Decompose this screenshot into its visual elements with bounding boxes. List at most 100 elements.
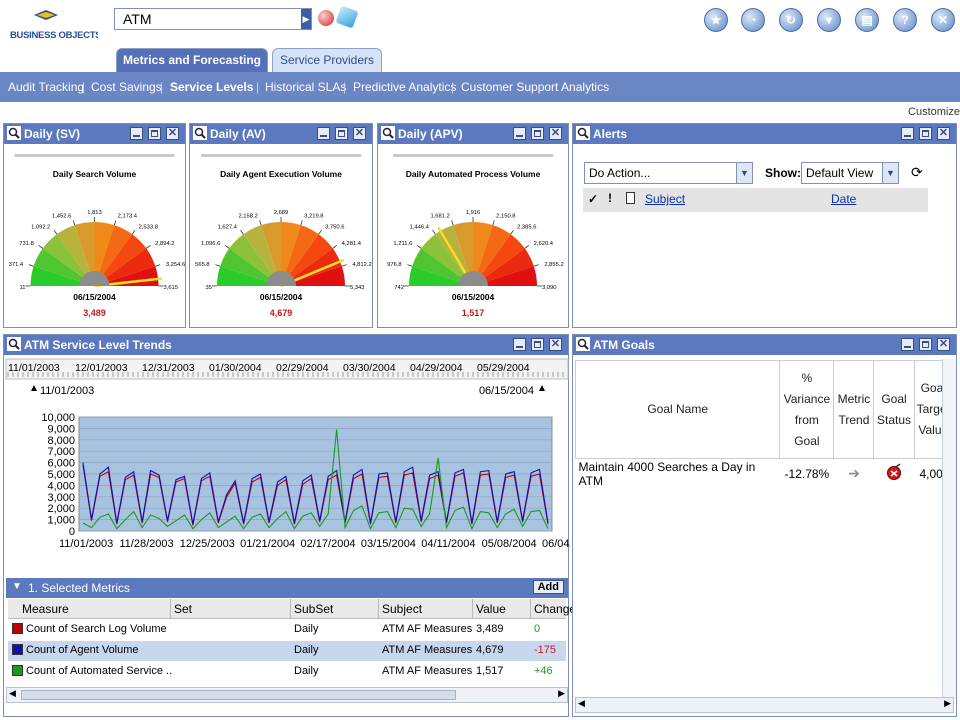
metric-row[interactable]: Count of Agent Volume Daily ATM AF Measure… <box>8 641 566 661</box>
date-column-link[interactable]: Date <box>831 192 857 206</box>
print-icon[interactable]: ▤ <box>855 8 879 32</box>
col-goal-name[interactable]: Goal Name <box>574 360 781 459</box>
x-tick-label: 05/08/2004 <box>482 538 537 550</box>
filter-icon[interactable]: ▾ <box>817 8 841 32</box>
magnifier-icon[interactable] <box>193 126 207 140</box>
gauge-title-bar: Daily (SV) ✕ <box>4 124 185 144</box>
refresh-icon[interactable]: ↻ <box>779 8 803 32</box>
metric-subset: Daily <box>294 623 319 635</box>
horizontal-scrollbar[interactable]: ◀ ▶ <box>6 687 568 703</box>
search-combo[interactable]: ATM ▶ <box>114 8 312 30</box>
minimize-icon[interactable] <box>130 127 143 140</box>
maximize-icon[interactable] <box>531 127 544 140</box>
scroll-left-icon[interactable]: ◀ <box>578 698 585 708</box>
column-divider <box>170 599 171 619</box>
metrics-col-measure[interactable]: Measure <box>22 602 69 616</box>
col-variance[interactable]: % Variance from Goal <box>779 360 835 459</box>
close-panel-icon[interactable]: ✕ <box>353 127 366 140</box>
help-icon[interactable]: ? <box>893 8 917 32</box>
vertical-scrollbar[interactable] <box>942 359 956 699</box>
x-tick-label: 11/28/2003 <box>119 538 173 550</box>
goals-title: ATM Goals <box>593 338 655 352</box>
magnifier-icon[interactable] <box>7 337 21 351</box>
y-tick-label: 10,000 <box>41 412 75 424</box>
maximize-icon[interactable] <box>919 338 932 351</box>
magnifier-icon[interactable] <box>381 126 395 140</box>
collapse-icon[interactable]: ▼ <box>12 581 22 592</box>
gauge-value: 4,679 <box>270 308 293 318</box>
tab-metrics-and-forecasting[interactable]: Metrics and Forecasting <box>116 48 268 72</box>
gauge-panel-title: Daily (APV) <box>398 127 463 141</box>
action-dropdown[interactable]: Do Action... ▼ <box>584 162 753 184</box>
subnav-service-levels[interactable]: Service Levels <box>170 80 254 94</box>
goal-variance: -12.78% <box>784 466 830 481</box>
maximize-icon[interactable] <box>919 127 932 140</box>
minimize-icon[interactable] <box>901 338 914 351</box>
magnifier-icon[interactable] <box>576 126 590 140</box>
close-panel-icon[interactable]: ✕ <box>937 338 950 351</box>
gauge-tick-label: 731.8 <box>19 241 34 247</box>
check-icon: ✓ <box>588 192 599 206</box>
metrics-col-subject[interactable]: Subject <box>382 602 423 616</box>
close-icon[interactable]: ✕ <box>931 8 955 32</box>
search-dropdown-icon[interactable]: ▶ <box>301 9 311 29</box>
tab-service-providers[interactable]: Service Providers <box>272 48 382 72</box>
metrics-col-value[interactable]: Value <box>476 602 506 616</box>
close-panel-icon[interactable]: ✕ <box>166 127 179 140</box>
close-panel-icon[interactable]: ✕ <box>549 127 562 140</box>
gauge-tick-label: 2,533.8 <box>139 224 158 230</box>
action-dropdown-value: Do Action... <box>589 166 651 180</box>
time-range-slider[interactable]: 11/01/2003 12/01/2003 12/31/2003 01/30/2004… <box>4 357 570 397</box>
add-button[interactable]: Add <box>532 580 564 594</box>
col-metric-trend[interactable]: Metric Trend <box>833 360 875 459</box>
chevron-down-icon[interactable]: ▼ <box>882 163 898 183</box>
goal-row[interactable]: Maintain 4000 Searches a Day in ATM -12.… <box>576 459 953 489</box>
gauge-chart: Daily Automated Process Volume 742 976.8 1,… <box>387 154 564 318</box>
scroll-left-icon[interactable]: ◀ <box>9 688 16 698</box>
subnav-audit-tracking[interactable]: Audit Tracking <box>8 80 85 94</box>
minimize-icon[interactable] <box>513 127 526 140</box>
new-icon[interactable]: ★ <box>704 8 728 32</box>
gauge-tick <box>524 245 530 249</box>
magnifier-icon[interactable] <box>7 126 21 140</box>
maximize-icon[interactable] <box>531 338 544 351</box>
metrics-col-change[interactable]: Change <box>534 602 577 616</box>
minimize-icon[interactable] <box>901 127 914 140</box>
go-icon[interactable] <box>335 5 359 29</box>
subnav-customer-support-analytics[interactable]: Customer Support Analytics <box>461 80 610 94</box>
gauge-tick <box>332 245 338 249</box>
scroll-right-icon[interactable]: ▶ <box>944 698 951 708</box>
minimize-icon[interactable] <box>513 338 526 351</box>
alerts-panel: Alerts ✕ Do Action... ▼ Show: Default Vi… <box>572 123 957 328</box>
metric-row[interactable]: Count of Automated Service .. Daily ATM AF… <box>8 662 566 682</box>
maximize-icon[interactable] <box>148 127 161 140</box>
scroll-thumb[interactable] <box>21 690 456 700</box>
subnav-cost-savings[interactable]: Cost Savings <box>91 80 162 94</box>
metric-row[interactable]: Count of Search Log Volume Daily ATM AF Me… <box>8 620 566 640</box>
col-goal-status[interactable]: Goal Status <box>873 360 915 459</box>
chevron-down-icon[interactable]: ▼ <box>736 163 752 183</box>
subnav-historical-slas[interactable]: Historical SLAs <box>265 80 347 94</box>
metrics-col-set[interactable]: Set <box>174 602 193 616</box>
history-icon[interactable]: ◔ <box>741 8 765 32</box>
maximize-icon[interactable] <box>335 127 348 140</box>
refresh-view-icon[interactable]: ⟳ <box>911 164 923 180</box>
subnav-predictive-analytics[interactable]: Predictive Analytics <box>353 80 457 94</box>
close-panel-icon[interactable]: ✕ <box>937 127 950 140</box>
customize-link[interactable]: Customize <box>908 106 960 118</box>
y-tick-label: 4,000 <box>47 480 75 492</box>
range-start-label: 11/01/2003 <box>40 385 94 397</box>
minimize-icon[interactable] <box>317 127 330 140</box>
y-tick-label: 2,000 <box>47 503 75 515</box>
goal-name[interactable]: Maintain 4000 Searches a Day in ATM <box>578 459 756 488</box>
column-divider <box>472 599 473 619</box>
view-dropdown[interactable]: Default View ▼ <box>801 162 899 184</box>
close-panel-icon[interactable]: ✕ <box>549 338 562 351</box>
trends-title-bar: ATM Service Level Trends ✕ <box>4 335 568 355</box>
metrics-col-subset[interactable]: SubSet <box>294 602 334 616</box>
gauge-segment <box>30 266 95 286</box>
scroll-right-icon[interactable]: ▶ <box>558 688 565 698</box>
magnifier-icon[interactable] <box>576 337 590 351</box>
horizontal-scrollbar[interactable]: ◀ ▶ <box>575 697 954 713</box>
subject-column-link[interactable]: Subject <box>645 192 686 206</box>
